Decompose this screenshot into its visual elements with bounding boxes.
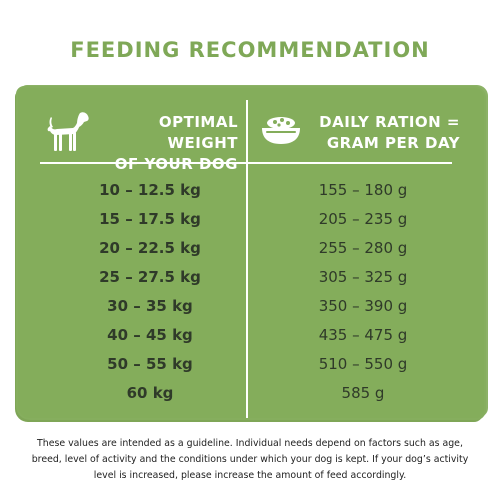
weight-cell: 40 – 45 kg: [107, 326, 193, 344]
table-row: 10 – 12.5 kg 155 – 180 g: [18, 176, 484, 205]
ration-cell: 305 – 325 g: [318, 268, 408, 286]
ration-header-line1: DAILY RATION =: [319, 113, 460, 131]
ration-cell: 350 – 390 g: [318, 297, 408, 315]
weight-cell: 30 – 35 kg: [107, 297, 193, 315]
feeding-table-panel: [18, 88, 484, 418]
page-title: FEEDING RECOMMENDATION: [70, 38, 430, 62]
weight-cell: 60 kg: [126, 384, 174, 402]
ration-cell: 585 g: [341, 384, 385, 402]
ration-cell: 255 – 280 g: [318, 239, 408, 257]
weight-header-line1: OPTIMAL WEIGHT: [158, 113, 238, 152]
table-row: 20 – 22.5 kg 255 – 280 g: [18, 234, 484, 263]
table-row: 40 – 45 kg 435 – 475 g: [18, 321, 484, 350]
weight-cell: 15 – 17.5 kg: [99, 210, 201, 228]
weight-cell: 50 – 55 kg: [107, 355, 193, 373]
weight-cell: 10 – 12.5 kg: [99, 181, 201, 199]
dog-icon: [46, 110, 90, 156]
ration-column-header: DAILY RATION = GRAM PER DAY: [300, 112, 460, 154]
weight-column-header: OPTIMAL WEIGHT OF YOUR DOG: [88, 112, 238, 175]
weight-header-line2: OF YOUR DOG: [114, 155, 238, 173]
header-divider: [40, 162, 452, 164]
guideline-footnote: These values are intended as a guideline…: [31, 438, 469, 481]
ration-header-line2: GRAM PER DAY: [326, 134, 460, 152]
table-row: 50 – 55 kg 510 – 550 g: [18, 350, 484, 379]
ration-cell: 205 – 235 g: [318, 210, 408, 228]
weight-cell: 25 – 27.5 kg: [99, 268, 201, 286]
table-row: 15 – 17.5 kg 205 – 235 g: [18, 205, 484, 234]
ration-cell: 510 – 550 g: [318, 355, 408, 373]
column-divider: [246, 100, 248, 418]
ration-cell: 155 – 180 g: [318, 181, 408, 199]
table-row: 30 – 35 kg 350 – 390 g: [18, 292, 484, 321]
feeding-table-body: 10 – 12.5 kg 155 – 180 g 15 – 17.5 kg 20…: [18, 176, 484, 408]
weight-cell: 20 – 22.5 kg: [99, 239, 201, 257]
table-row: 60 kg 585 g: [18, 379, 484, 408]
table-row: 25 – 27.5 kg 305 – 325 g: [18, 263, 484, 292]
food-bowl-icon: [258, 114, 304, 148]
ration-cell: 435 – 475 g: [318, 326, 408, 344]
